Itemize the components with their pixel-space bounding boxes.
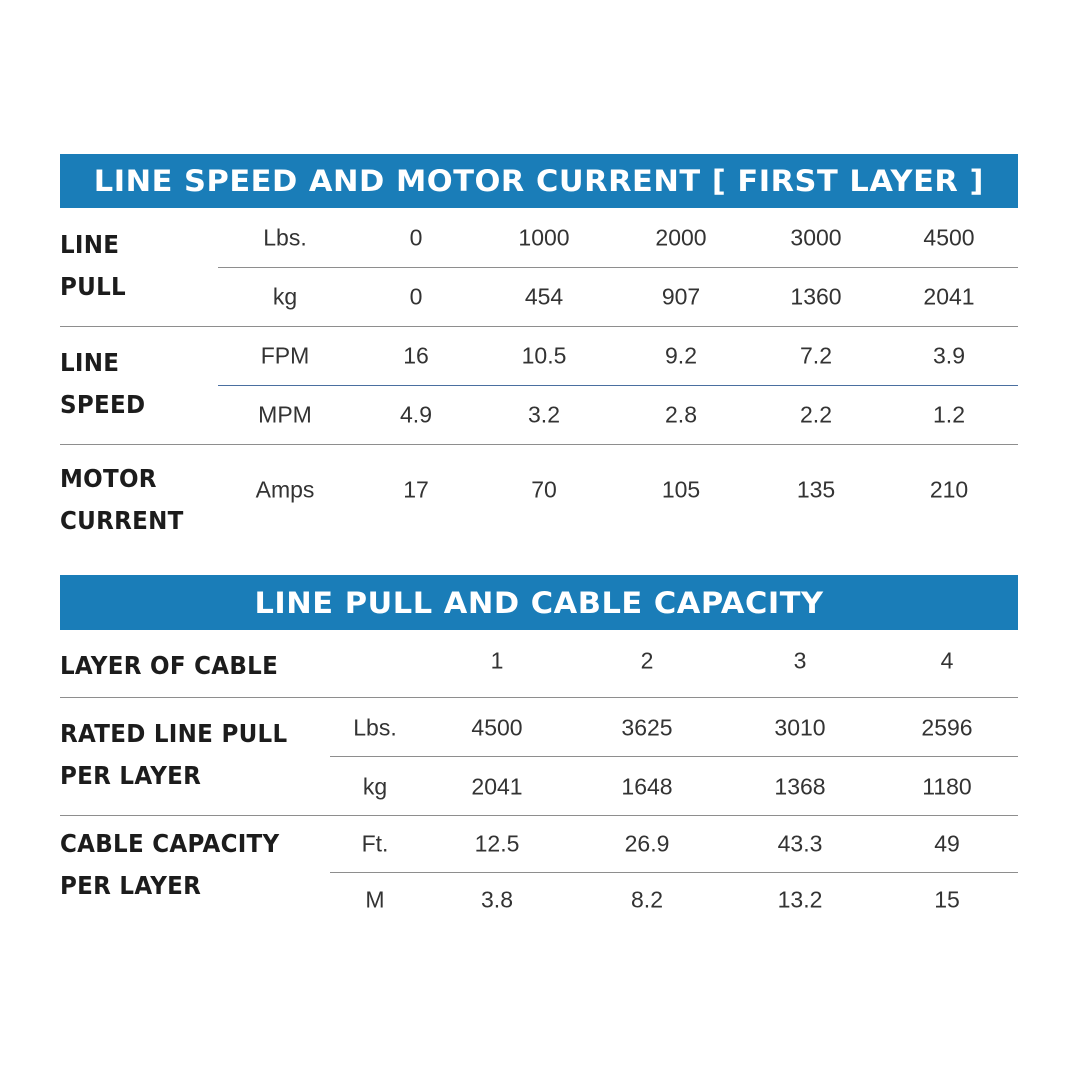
value-cell: 454 [524, 283, 564, 310]
row-divider [330, 756, 1018, 757]
row-label-line: PER LAYER [60, 761, 202, 790]
row-label-line: LINE [60, 348, 120, 377]
value-cell: 3.9 [933, 342, 965, 369]
value-cell: 9.2 [665, 342, 697, 369]
value-cell: 3.8 [481, 886, 513, 913]
value-cell: 210 [929, 476, 969, 503]
table2-title-bar: LINE PULL AND CABLE CAPACITY [60, 575, 1018, 630]
value-cell: 16 [403, 342, 429, 369]
table2-header-label: LAYER OF CABLE [60, 651, 279, 680]
value-cell: 26.9 [624, 830, 670, 857]
row-divider [60, 697, 1018, 698]
value-cell: 1.2 [933, 401, 965, 428]
value-cell: 1360 [790, 283, 842, 310]
layer-number: 1 [490, 647, 504, 674]
value-cell: 3625 [621, 714, 673, 741]
unit-cell: Amps [255, 476, 315, 503]
layer-number: 2 [640, 647, 654, 674]
unit-cell: Ft. [361, 830, 389, 857]
table2-title: LINE PULL AND CABLE CAPACITY [254, 585, 824, 620]
layer-number: 3 [793, 647, 807, 674]
row-divider [60, 815, 1018, 816]
value-cell: 0 [409, 224, 423, 251]
unit-cell: MPM [258, 401, 312, 428]
value-cell: 12.5 [474, 830, 520, 857]
value-cell: 2.2 [800, 401, 832, 428]
unit-cell: Lbs. [353, 714, 397, 741]
layer-number: 4 [940, 647, 954, 674]
value-cell: 2.8 [665, 401, 697, 428]
row-label-line: RATED LINE PULL [60, 719, 288, 748]
row-divider [218, 267, 1018, 268]
table1-row-label: MOTOR CURRENT [60, 458, 184, 542]
unit-cell: kg [362, 773, 388, 800]
table2-row-label: CABLE CAPACITY PER LAYER [60, 823, 279, 907]
value-cell: 2041 [923, 283, 975, 310]
unit-cell: M [365, 886, 385, 913]
value-cell: 3.2 [528, 401, 560, 428]
value-cell: 1000 [518, 224, 570, 251]
value-cell: 4.9 [400, 401, 432, 428]
value-cell: 3010 [774, 714, 826, 741]
value-cell: 105 [661, 476, 701, 503]
value-cell: 1368 [774, 773, 826, 800]
value-cell: 70 [531, 476, 557, 503]
value-cell: 8.2 [631, 886, 663, 913]
row-divider [60, 326, 1018, 327]
value-cell: 7.2 [800, 342, 832, 369]
value-cell: 1648 [621, 773, 673, 800]
value-cell: 4500 [923, 224, 975, 251]
row-label-line: CABLE CAPACITY [60, 829, 280, 858]
value-cell: 10.5 [521, 342, 567, 369]
value-cell: 17 [403, 476, 429, 503]
value-cell: 3000 [790, 224, 842, 251]
row-divider [218, 385, 1018, 386]
table1-title-bar: LINE SPEED AND MOTOR CURRENT [ FIRST LAY… [60, 154, 1018, 208]
value-cell: 135 [796, 476, 836, 503]
row-label-line: CURRENT [60, 506, 184, 535]
value-cell: 2000 [655, 224, 707, 251]
value-cell: 1180 [922, 773, 972, 800]
row-label-line: MOTOR [60, 464, 157, 493]
value-cell: 43.3 [777, 830, 823, 857]
row-divider [330, 872, 1018, 873]
table1-title: LINE SPEED AND MOTOR CURRENT [ FIRST LAY… [93, 164, 985, 198]
row-label-line: PULL [60, 272, 126, 301]
value-cell: 2041 [471, 773, 523, 800]
value-cell: 907 [661, 283, 701, 310]
table1-row-label: LINE PULL [60, 224, 126, 308]
table2-row-label: RATED LINE PULL PER LAYER [60, 713, 287, 797]
value-cell: 4500 [471, 714, 523, 741]
value-cell: 2596 [921, 714, 973, 741]
unit-cell: kg [272, 283, 298, 310]
unit-cell: FPM [260, 342, 310, 369]
unit-cell: Lbs. [263, 224, 307, 251]
row-divider [60, 444, 1018, 445]
value-cell: 49 [934, 830, 960, 857]
value-cell: 0 [409, 283, 423, 310]
row-label-line: PER LAYER [60, 871, 202, 900]
value-cell: 13.2 [777, 886, 823, 913]
row-label-line: SPEED [60, 390, 146, 419]
row-label-line: LINE [60, 230, 120, 259]
table1-row-label: LINE SPEED [60, 342, 145, 426]
value-cell: 15 [934, 886, 960, 913]
